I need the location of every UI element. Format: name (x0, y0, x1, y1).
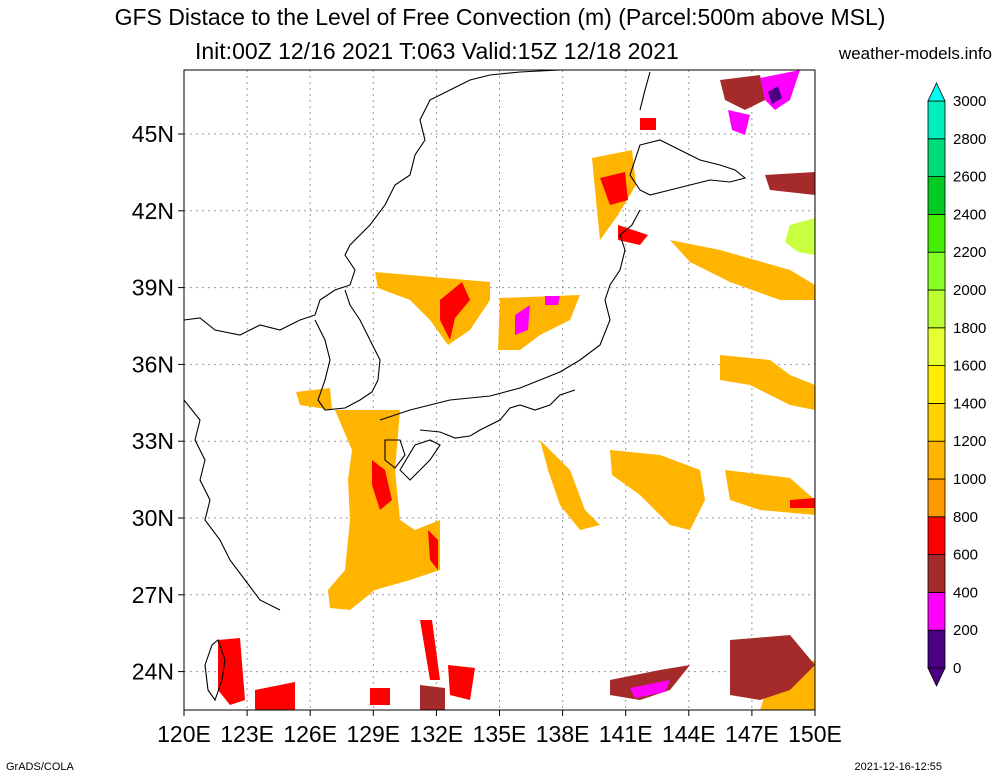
colorbar-swatch (927, 629, 946, 669)
software-label: GrADS/COLA (6, 761, 74, 773)
generated-timestamp: 2021-12-16-12:55 (854, 761, 942, 773)
lon-tick-label: 129E (346, 721, 400, 747)
lon-tick-label: 138E (536, 721, 590, 747)
colorbar-label: 1000 (953, 471, 986, 488)
colorbar-label: 0 (953, 660, 961, 677)
colorbar-min-arrow (927, 667, 946, 687)
lon-tick-label: 147E (725, 721, 779, 747)
colorbar-swatch (927, 365, 946, 404)
colorbar-swatch (927, 554, 946, 593)
field-shade-400 (420, 75, 815, 710)
colorbar-swatch (927, 213, 946, 253)
chart-subtitle: Init:00Z 12/16 2021 T:063 Valid:15Z 12/1… (195, 38, 679, 64)
lat-tick-label: 30N (132, 505, 174, 531)
chart-title: GFS Distace to the Level of Free Convect… (114, 4, 886, 30)
colorbar-swatch (927, 440, 946, 480)
colorbar-swatch (927, 251, 946, 291)
colorbar-swatch (927, 478, 946, 518)
colorbar-swatch (927, 592, 946, 631)
colorbar-label: 3000 (953, 93, 986, 110)
colorbar-label: 1400 (953, 395, 986, 412)
colorbar-swatch (927, 402, 946, 442)
colorbar-label: 600 (953, 547, 978, 564)
colorbar-max-arrow (927, 82, 946, 102)
colorbar-label: 2200 (953, 244, 986, 261)
colorbar-label: 2600 (953, 169, 986, 186)
lon-tick-label: 123E (220, 721, 274, 747)
colorbar-swatch (927, 138, 946, 178)
lon-tick-label: 144E (662, 721, 716, 747)
colorbar-label: 200 (953, 622, 978, 639)
lat-tick-label: 39N (132, 275, 174, 301)
lat-tick-label: 24N (132, 659, 174, 685)
lon-tick-label: 141E (599, 721, 653, 747)
lat-tick-label: 36N (132, 351, 174, 377)
colorbar-swatch (927, 100, 946, 140)
field-shade-0 (768, 86, 782, 104)
lon-tick-label: 126E (283, 721, 337, 747)
lon-tick-label: 150E (788, 721, 842, 747)
lat-tick-label: 45N (132, 121, 174, 147)
lat-tick-label: 42N (132, 198, 174, 224)
field-shade-200 (515, 70, 800, 698)
colorbar-label: 1200 (953, 433, 986, 450)
colorbar-swatch (927, 327, 946, 366)
lon-tick-label: 120E (157, 721, 211, 747)
latitude-labels: 24N 27N 30N 33N 36N 39N 42N 45N (132, 121, 184, 685)
colorbar-label: 2400 (953, 206, 986, 223)
field-shade-600 (218, 118, 815, 710)
colorbar-swatch (927, 516, 946, 555)
lat-tick-label: 27N (132, 582, 174, 608)
colorbar-label: 800 (953, 509, 978, 526)
colorbar-swatch (927, 289, 946, 329)
colorbar-label: 1600 (953, 358, 986, 375)
lfc-field (218, 70, 815, 710)
colorbar-swatch (927, 176, 946, 215)
colorbar-label: 2800 (953, 131, 986, 148)
coastline (183, 69, 747, 702)
longitude-labels: 120E 123E 126E 129E 132E 135E 138E 141E 144E 147E… (157, 710, 842, 747)
colorbar-label: 1800 (953, 320, 986, 337)
colorbar-label: 2000 (953, 282, 986, 299)
field-shade-1600 (785, 218, 815, 255)
lon-tick-label: 132E (410, 721, 464, 747)
lon-tick-label: 135E (473, 721, 527, 747)
lat-tick-label: 33N (132, 428, 174, 454)
colorbar: 0 200 400 600 800 1000 1200 1400 1600 1800 2000 220… (927, 82, 986, 687)
colorbar-label: 400 (953, 584, 978, 601)
source-credit: weather-models.info (838, 44, 992, 63)
